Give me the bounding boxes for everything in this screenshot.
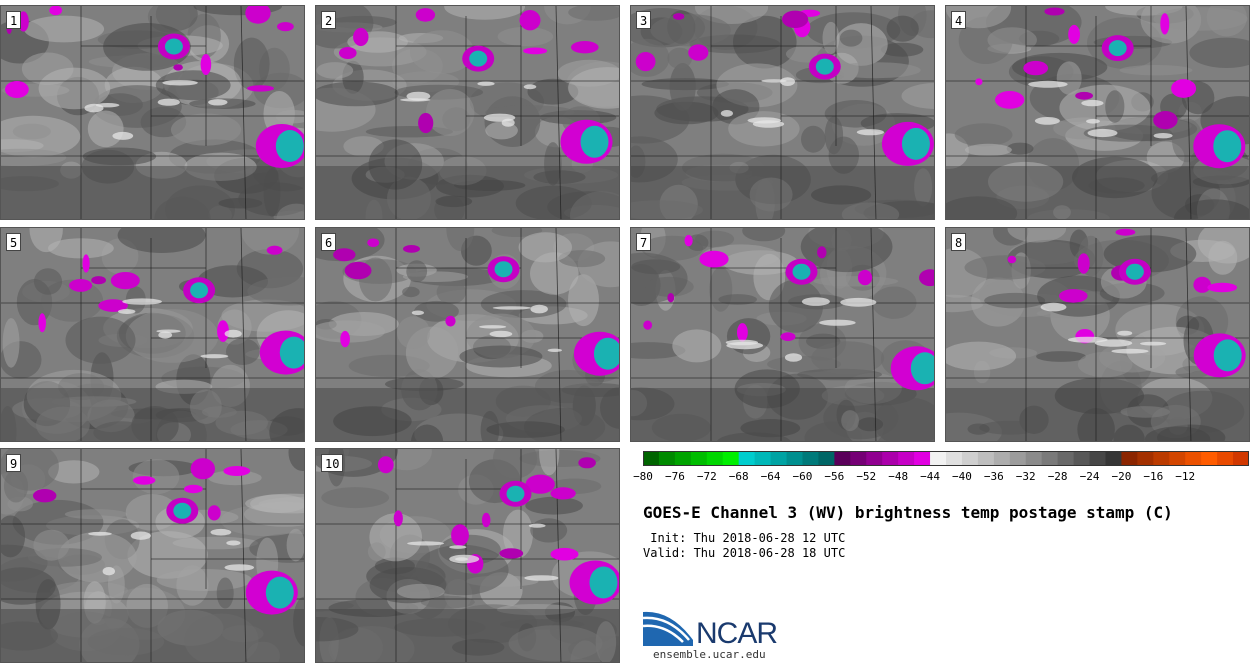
chart-title: GOES-E Channel 3 (WV) brightness temp po… bbox=[643, 503, 1173, 522]
colorbar-segment bbox=[722, 451, 740, 466]
colorbar-tick-label: −80 bbox=[633, 470, 653, 483]
colorbar-segment bbox=[674, 451, 692, 466]
colorbar-segment bbox=[1121, 451, 1138, 466]
map-panel-3: 3 bbox=[630, 5, 935, 220]
map-image bbox=[1, 228, 304, 441]
colorbar-tick-label: −52 bbox=[856, 470, 877, 483]
map-image bbox=[946, 228, 1249, 441]
colorbar-tick-label: −28 bbox=[1047, 470, 1068, 483]
colorbar-segment bbox=[882, 451, 899, 466]
init-time: Init: Thu 2018-06-28 12 UTC bbox=[643, 531, 846, 545]
colorbar-segment bbox=[658, 451, 676, 466]
colorbar-tick-label: −68 bbox=[728, 470, 749, 483]
colorbar-segment bbox=[1009, 451, 1027, 466]
panel-label: 3 bbox=[636, 11, 652, 29]
panel-label: 7 bbox=[636, 233, 652, 251]
colorbar-tick-label: −64 bbox=[760, 470, 781, 483]
panel-label: 6 bbox=[321, 233, 337, 251]
panel-label: 9 bbox=[6, 454, 22, 472]
valid-time: Valid: Thu 2018-06-28 18 UTC bbox=[643, 546, 846, 560]
colorbar-segment bbox=[993, 451, 1011, 466]
map-image bbox=[316, 449, 619, 662]
map-panel-2: 2 bbox=[315, 5, 620, 220]
colorbar-segment bbox=[1105, 451, 1123, 466]
panel-label: 10 bbox=[321, 454, 344, 472]
map-panel-5: 5 bbox=[0, 227, 305, 442]
colorbar-tick-label: −40 bbox=[952, 470, 972, 483]
map-panel-10: 10 bbox=[315, 448, 620, 663]
panel-label: 2 bbox=[321, 11, 337, 29]
panel-label: 4 bbox=[951, 11, 967, 29]
colorbar-segment bbox=[1153, 451, 1170, 466]
colorbar-segment bbox=[1089, 451, 1107, 466]
colorbar-segment bbox=[1025, 451, 1043, 466]
colorbar-segment bbox=[1073, 451, 1091, 466]
colorbar-segment bbox=[914, 451, 931, 466]
colorbar-segment bbox=[898, 451, 915, 466]
colorbar-segment bbox=[1041, 451, 1059, 466]
ncar-logo-text: NCAR bbox=[696, 617, 778, 650]
colorbar-segment bbox=[754, 451, 772, 466]
colorbar-segment bbox=[946, 451, 963, 466]
colorbar-tick-label: −48 bbox=[888, 470, 909, 483]
ncar-logo-icon bbox=[643, 611, 693, 646]
colorbar-segment bbox=[1233, 451, 1249, 466]
colorbar-segment bbox=[850, 451, 867, 466]
map-image bbox=[946, 6, 1249, 219]
colorbar-segment bbox=[738, 451, 756, 466]
colorbar-tick-label: −16 bbox=[1143, 470, 1164, 483]
colorbar bbox=[643, 451, 1249, 466]
colorbar-tick-label: −56 bbox=[824, 470, 845, 483]
map-image bbox=[1, 6, 304, 219]
map-panel-7: 7 bbox=[630, 227, 935, 442]
colorbar-tick-label: −44 bbox=[920, 470, 940, 483]
colorbar-segment bbox=[643, 451, 660, 466]
map-image bbox=[631, 228, 934, 441]
colorbar-tick-label: −12 bbox=[1175, 470, 1196, 483]
panel-label: 8 bbox=[951, 233, 967, 251]
colorbar-segment bbox=[1217, 451, 1234, 466]
colorbar-segment bbox=[818, 451, 835, 466]
colorbar-tick-label: −36 bbox=[983, 470, 1004, 483]
colorbar-segment bbox=[961, 451, 979, 466]
colorbar-tick-label: −76 bbox=[664, 470, 685, 483]
map-panel-4: 4 bbox=[945, 5, 1250, 220]
map-panel-8: 8 bbox=[945, 227, 1250, 442]
colorbar-segment bbox=[1185, 451, 1202, 466]
colorbar-segment bbox=[690, 451, 708, 466]
colorbar-segment bbox=[834, 451, 851, 466]
colorbar-tick-label: −32 bbox=[1015, 470, 1036, 483]
colorbar-tick-label: −24 bbox=[1079, 470, 1100, 483]
map-image bbox=[1, 449, 304, 662]
map-image bbox=[316, 228, 619, 441]
panel-label: 1 bbox=[6, 11, 22, 29]
colorbar-tick-label: −60 bbox=[792, 470, 813, 483]
colorbar-segment bbox=[786, 451, 804, 466]
map-image bbox=[631, 6, 934, 219]
colorbar-tick-label: −20 bbox=[1111, 470, 1132, 483]
colorbar-segment bbox=[930, 451, 947, 466]
colorbar-segment bbox=[1057, 451, 1075, 466]
map-image bbox=[316, 6, 619, 219]
map-panel-9: 9 bbox=[0, 448, 305, 663]
colorbar-tick-label: −72 bbox=[696, 470, 717, 483]
map-panel-1: 1 bbox=[0, 5, 305, 220]
map-panel-6: 6 bbox=[315, 227, 620, 442]
colorbar-segment bbox=[802, 451, 820, 466]
colorbar-segment bbox=[706, 451, 724, 466]
colorbar-segment bbox=[1201, 451, 1218, 466]
colorbar-segment bbox=[1137, 451, 1154, 466]
colorbar-segment bbox=[866, 451, 883, 466]
colorbar-segment bbox=[1169, 451, 1186, 466]
ncar-url: ensemble.ucar.edu bbox=[653, 648, 766, 661]
colorbar-segment bbox=[977, 451, 995, 466]
panel-label: 5 bbox=[6, 233, 22, 251]
colorbar-segment bbox=[770, 451, 788, 466]
